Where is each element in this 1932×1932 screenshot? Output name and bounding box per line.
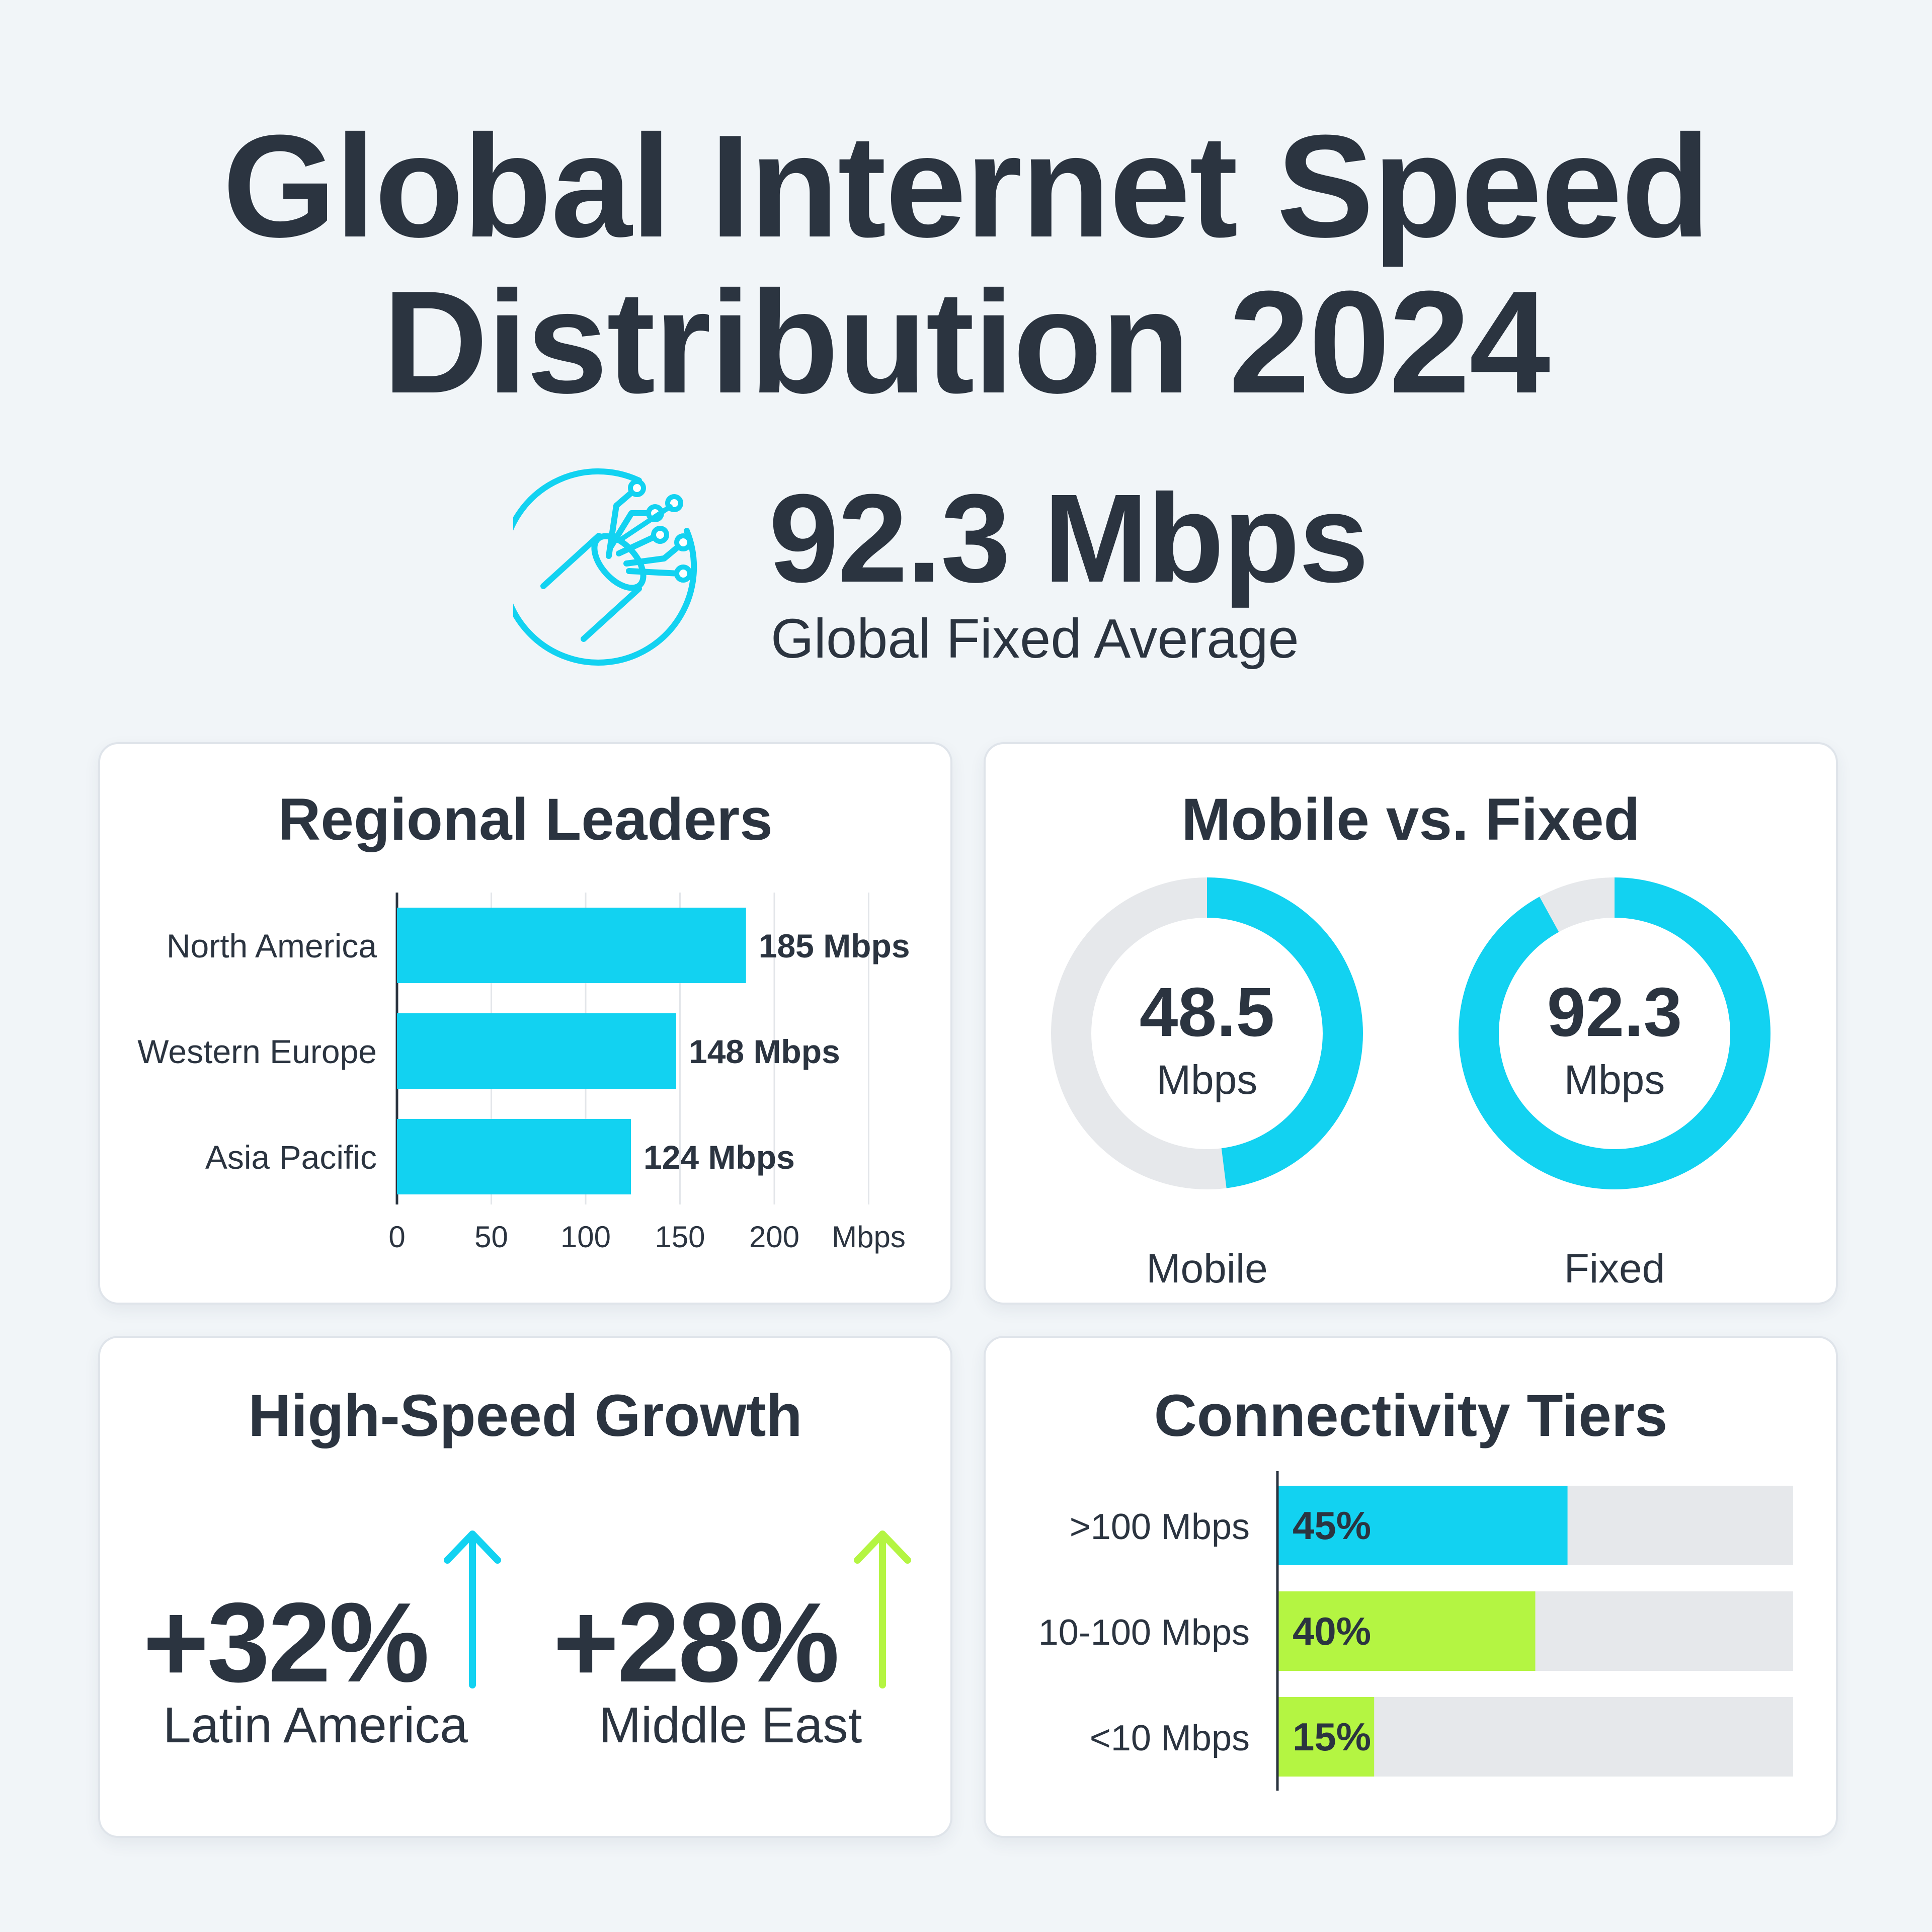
arrow-up-icon [854,1531,911,1688]
x-tick-label: 0 [388,1220,405,1254]
tier-bar [1277,1591,1536,1671]
x-axis-label: Mbps [832,1220,906,1254]
tier-value-label: 40% [1293,1609,1371,1653]
bar-asia-pacific [397,1119,631,1194]
growth-label-latin-america: Latin America [163,1697,468,1753]
donut-arc-mobile [1051,877,1363,1189]
regional-leaders-card: Regional Leaders North America 185 Mbps We… [98,742,952,1305]
connectivity-tiers-card: Connectivity Tiers 45% >100 Mbps 40% 10-100… [984,1336,1838,1838]
donut-unit-fixed: Mbps [1564,1057,1665,1103]
bar-value-label: 185 Mbps [759,927,910,964]
donut-arc-fixed [1459,877,1770,1189]
mobile-vs-fixed-chart: 48.5 Mbps Mobile 92.3 Mbps Fixed [1051,877,1770,1292]
connectivity-tiers-title: Connectivity Tiers [1154,1383,1668,1449]
growth-value-middle-east: +28% [553,1579,840,1706]
hero-value: 92.3 Mbps [769,468,1369,608]
tier-category-label: <10 Mbps [1090,1718,1250,1758]
page-title-line-1: Global Internet Speed [222,105,1710,268]
mobile-vs-fixed-title: Mobile vs. Fixed [1181,786,1640,853]
donut-unit-mobile: Mbps [1157,1057,1258,1103]
category-label: Western Europe [137,1033,377,1070]
x-tick-label: 50 [474,1220,508,1254]
growth-label-middle-east: Middle East [599,1697,862,1753]
mobile-vs-fixed-card: Mobile vs. Fixed 48.5 Mbps Mobile 92.3 Mbps F… [984,742,1838,1305]
hero-label: Global Fixed Average [771,608,1299,670]
tier-category-label: >100 Mbps [1070,1507,1250,1547]
tier-bar [1277,1486,1568,1565]
page-title: Global Internet Speed Distribution 2024 [0,108,1932,420]
donut-value-fixed: 92.3 [1547,974,1682,1051]
fiber-optic-cable-icon [513,468,697,666]
connectivity-tiers-chart: 45% >100 Mbps 40% 10-100 Mbps 15% <10 Mbps [1038,1471,1793,1791]
page-title-line-2: Distribution 2024 [382,261,1551,424]
tier-value-label: 15% [1293,1715,1371,1759]
growth-value-latin-america: +32% [143,1579,430,1706]
category-label: North America [167,927,377,964]
bar-north-america [397,908,746,983]
tier-category-label: 10-100 Mbps [1038,1613,1250,1653]
arrow-up-icon [444,1531,501,1688]
regional-leaders-chart: North America 185 Mbps Western Europe 148 M… [137,893,910,1254]
bar-value-label: 124 Mbps [643,1139,795,1176]
bar-western-europe [397,1013,676,1089]
tier-bar [1277,1697,1375,1777]
x-tick-label: 100 [560,1220,611,1254]
high-speed-growth-card: High-Speed Growth +32% Latin America +28… [98,1336,952,1838]
donut-label-fixed: Fixed [1564,1246,1665,1292]
regional-leaders-title: Regional Leaders [278,786,773,853]
x-tick-label: 150 [655,1220,705,1254]
bar-value-label: 148 Mbps [689,1033,840,1070]
x-tick-label: 200 [749,1220,799,1254]
tier-value-label: 45% [1293,1503,1371,1548]
donut-value-mobile: 48.5 [1140,974,1275,1051]
category-label: Asia Pacific [205,1139,377,1176]
high-speed-growth-title: High-Speed Growth [248,1383,802,1449]
donut-label-mobile: Mobile [1146,1246,1268,1292]
